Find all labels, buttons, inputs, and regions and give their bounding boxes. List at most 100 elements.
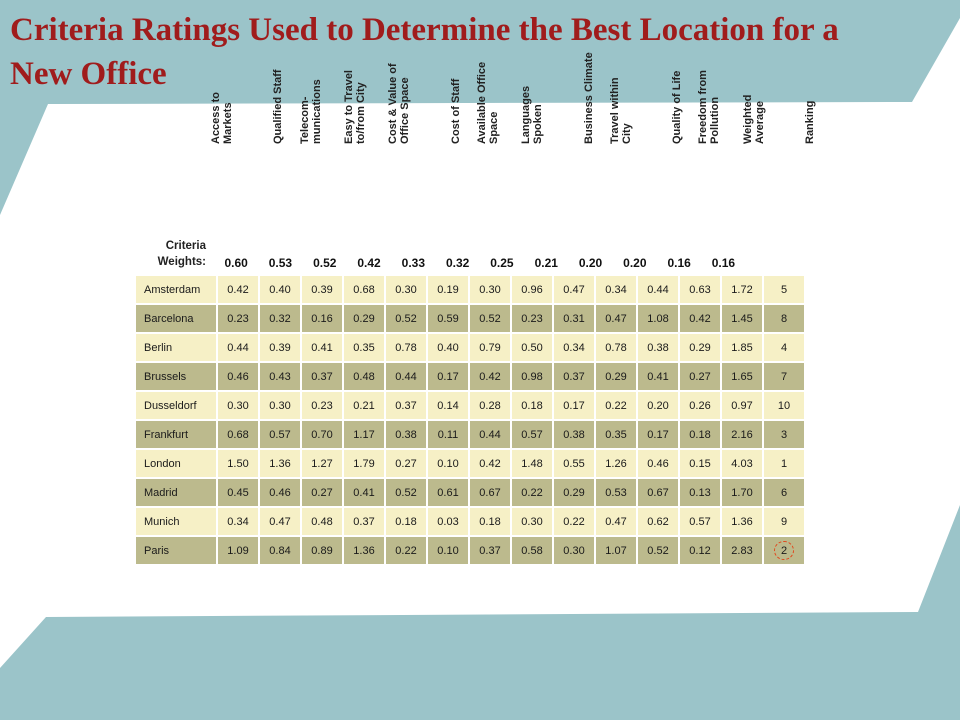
criteria-weights-label: Criteria Weights: xyxy=(146,238,206,270)
value-cell: 0.10 xyxy=(426,535,470,566)
value-cell: 0.30 xyxy=(468,274,512,305)
column-header: Easy to Travel to/from City xyxy=(343,70,387,144)
value-cell: 0.50 xyxy=(510,332,554,363)
highlight-circle xyxy=(774,541,794,560)
ranking-cell: 10 xyxy=(762,390,806,421)
value-cell: 1.08 xyxy=(636,303,680,334)
value-cell: 0.18 xyxy=(468,506,512,537)
column-header: Weighted Average xyxy=(742,95,786,144)
weight-value: 0.60 xyxy=(224,256,248,270)
value-cell: 0.14 xyxy=(426,390,470,421)
value-cell: 0.35 xyxy=(342,332,386,363)
criteria-table: Access to Markets Qualified Staff Telecom-… xyxy=(134,52,830,590)
city-name-cell: London xyxy=(134,448,218,479)
table-row: Madrid 0.45 0.46 0.27 0.41 0.52 0.61 0.67 0.22 0.… xyxy=(134,477,806,508)
table-row: Munich 0.34 0.47 0.48 0.37 0.18 0.03 0.18 0.30 0.… xyxy=(134,506,806,537)
value-cell: 1.36 xyxy=(342,535,386,566)
value-cell: 0.47 xyxy=(594,506,638,537)
value-cell: 0.29 xyxy=(342,303,386,334)
value-cell: 0.57 xyxy=(258,419,302,450)
column-header-label: Available Office Space xyxy=(475,61,500,144)
value-cell: 0.23 xyxy=(510,303,554,334)
value-cell: 0.98 xyxy=(510,361,554,392)
column-header: Freedom from Pollution xyxy=(697,70,741,144)
column-header-label: Telecom- munications xyxy=(298,79,323,144)
value-cell: 0.44 xyxy=(384,361,428,392)
weight-value: 0.25 xyxy=(490,256,514,270)
ratings-table: Amsterdam 0.42 0.40 0.39 0.68 0.30 0.19 0.30 0.9… xyxy=(134,274,806,566)
city-name-cell: Amsterdam xyxy=(134,274,218,305)
value-cell: 0.30 xyxy=(510,506,554,537)
table-row: Brussels 0.46 0.43 0.37 0.48 0.44 0.17 0.42 0.98… xyxy=(134,361,806,392)
value-cell: 0.46 xyxy=(258,477,302,508)
value-cell: 0.30 xyxy=(216,390,260,421)
value-cell: 2.83 xyxy=(720,535,764,566)
column-header: Access to Markets xyxy=(210,92,254,144)
value-cell: 0.12 xyxy=(678,535,722,566)
table-row: Paris 1.09 0.84 0.89 1.36 0.22 0.10 0.37 0.58 0.3… xyxy=(134,535,806,566)
value-cell: 0.34 xyxy=(552,332,596,363)
weight-value: 0.53 xyxy=(268,256,293,270)
value-cell: 0.97 xyxy=(720,390,764,421)
column-header-label: Qualified Staff xyxy=(272,69,285,144)
value-cell: 0.35 xyxy=(594,419,638,450)
value-cell: 0.42 xyxy=(216,274,260,305)
city-name-cell: Brussels xyxy=(134,361,218,392)
value-cell: 0.47 xyxy=(552,274,596,305)
value-cell: 0.40 xyxy=(426,332,470,363)
value-cell: 1.79 xyxy=(342,448,386,479)
value-cell: 0.52 xyxy=(468,303,512,334)
city-name-cell: Paris xyxy=(134,535,218,566)
value-cell: 1.09 xyxy=(216,535,260,566)
value-cell: 1.07 xyxy=(594,535,638,566)
value-cell: 0.18 xyxy=(384,506,428,537)
table-row: Amsterdam 0.42 0.40 0.39 0.68 0.30 0.19 0.30 0.9… xyxy=(134,274,806,305)
table-row: Barcelona 0.23 0.32 0.16 0.29 0.52 0.59 0.52 0.2… xyxy=(134,303,806,334)
city-name-cell: Madrid xyxy=(134,477,218,508)
value-cell: 0.46 xyxy=(216,361,260,392)
value-cell: 0.55 xyxy=(552,448,596,479)
ranking-cell: 6 xyxy=(762,477,806,508)
ranking-cell: 1 xyxy=(762,448,806,479)
value-cell: 0.22 xyxy=(552,506,596,537)
table-row: Berlin 0.44 0.39 0.41 0.35 0.78 0.40 0.79 0.50 0.… xyxy=(134,332,806,363)
value-cell: 0.29 xyxy=(678,332,722,363)
column-header: Cost & Value of Office Space xyxy=(387,63,431,144)
value-cell: 0.30 xyxy=(384,274,428,305)
value-cell: 0.42 xyxy=(468,361,512,392)
value-cell: 0.40 xyxy=(258,274,302,305)
value-cell: 0.78 xyxy=(384,332,428,363)
value-cell: 0.39 xyxy=(258,332,302,363)
value-cell: 1.26 xyxy=(594,448,638,479)
city-name-cell: Frankfurt xyxy=(134,419,218,450)
criteria-label-line-2: Weights: xyxy=(157,256,206,268)
ranking-cell: 2 xyxy=(762,535,806,566)
weight-value: 0.20 xyxy=(578,256,603,270)
value-cell: 0.57 xyxy=(678,506,722,537)
column-header: Ranking xyxy=(804,101,836,144)
value-cell: 0.59 xyxy=(426,303,470,334)
weight-value: 0.52 xyxy=(313,256,337,270)
column-header-label: Quality of Life xyxy=(671,70,684,144)
table-row: Frankfurt 0.68 0.57 0.70 1.17 0.38 0.11 0.44 0.5… xyxy=(134,419,806,450)
value-cell: 0.44 xyxy=(216,332,260,363)
value-cell: 0.47 xyxy=(594,303,638,334)
value-cell: 0.37 xyxy=(342,506,386,537)
value-cell: 0.42 xyxy=(468,448,512,479)
teal-band-bottom xyxy=(0,505,960,720)
value-cell: 0.18 xyxy=(510,390,554,421)
value-cell: 0.41 xyxy=(300,332,344,363)
weight-value: 0.20 xyxy=(623,256,647,270)
ranking-cell: 9 xyxy=(762,506,806,537)
city-name-cell: Dusseldorf xyxy=(134,390,218,421)
value-cell: 0.41 xyxy=(636,361,680,392)
value-cell: 0.78 xyxy=(594,332,638,363)
table-row: Dusseldorf 0.30 0.30 0.23 0.21 0.37 0.14 0.28 0.… xyxy=(134,390,806,421)
value-cell: 0.22 xyxy=(594,390,638,421)
value-cell: 0.53 xyxy=(594,477,638,508)
column-header-label: Ranking xyxy=(804,100,817,144)
column-header-label: Freedom from Pollution xyxy=(697,70,722,144)
value-cell: 0.30 xyxy=(258,390,302,421)
value-cell: 0.37 xyxy=(300,361,344,392)
value-cell: 0.34 xyxy=(216,506,260,537)
